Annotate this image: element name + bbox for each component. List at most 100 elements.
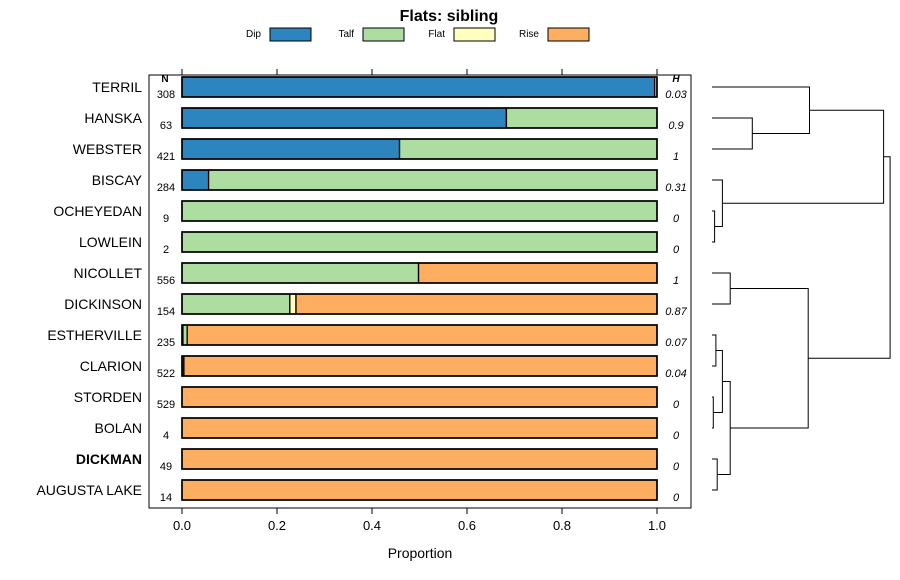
n-column-header: N bbox=[161, 74, 168, 85]
n-value: 154 bbox=[157, 306, 175, 318]
h-value: 0.07 bbox=[665, 337, 687, 349]
bar-segment bbox=[181, 76, 656, 98]
category-label: LOWLEIN bbox=[79, 234, 142, 250]
category-label: CLARION bbox=[80, 358, 142, 374]
category-label: OCHEYEDAN bbox=[53, 203, 142, 219]
legend-swatch bbox=[453, 27, 496, 42]
h-column-header: H bbox=[672, 74, 680, 85]
bar-outline bbox=[181, 293, 658, 315]
category-label: BOLAN bbox=[95, 420, 142, 436]
category-label: HANSKA bbox=[84, 110, 142, 126]
bar-outline bbox=[181, 169, 658, 191]
x-tick-label: 0.8 bbox=[553, 518, 571, 533]
bar-segment bbox=[398, 138, 658, 160]
dendrogram-link bbox=[717, 381, 731, 475]
x-axis: 0.0 0.2 0.4 0.6 0.8 1.0 bbox=[173, 69, 666, 533]
category-label: ESTHERVILLE bbox=[47, 327, 142, 343]
n-value: 14 bbox=[160, 492, 172, 504]
legend-swatch bbox=[362, 27, 405, 42]
legend-label: Talf bbox=[338, 29, 354, 40]
n-value: 308 bbox=[157, 89, 175, 101]
dendrogram-link bbox=[712, 458, 718, 491]
bar-outline bbox=[181, 231, 658, 253]
bar-segment bbox=[289, 293, 297, 315]
category-label: DICKMAN bbox=[76, 451, 142, 467]
bar-segment bbox=[505, 107, 658, 129]
n-value: 63 bbox=[160, 120, 172, 132]
bar-outline bbox=[181, 386, 658, 408]
h-value: 0.04 bbox=[665, 368, 686, 380]
category-label: AUGUSTA LAKE bbox=[36, 482, 142, 498]
bar-outline bbox=[181, 355, 658, 377]
category-label: WEBSTER bbox=[73, 141, 142, 157]
bar-outline bbox=[181, 324, 658, 346]
bar-segment bbox=[181, 200, 658, 222]
h-value: 1 bbox=[673, 275, 679, 287]
dendrogram-link bbox=[730, 288, 809, 429]
bar-segment bbox=[183, 355, 658, 377]
bar-segment bbox=[181, 386, 658, 408]
n-value: 235 bbox=[157, 337, 175, 349]
n-value: 529 bbox=[157, 399, 175, 411]
bar-outline bbox=[181, 417, 658, 439]
bar-segment bbox=[181, 107, 508, 129]
bar-outline bbox=[181, 479, 658, 501]
category-label: NICOLLET bbox=[74, 265, 143, 281]
bar-segment bbox=[181, 138, 401, 160]
legend-swatch bbox=[547, 27, 590, 42]
n-value: 49 bbox=[160, 461, 172, 473]
x-tick-label: 0.2 bbox=[268, 518, 286, 533]
legend: Dip Talf Flat Rise bbox=[246, 27, 590, 42]
dendrogram-link bbox=[808, 156, 891, 359]
dendrogram-link bbox=[712, 86, 810, 134]
dendrogram-link bbox=[712, 334, 717, 367]
bar-segment bbox=[181, 479, 658, 501]
dendrogram-link bbox=[713, 350, 723, 413]
n-value: 2 bbox=[163, 244, 169, 256]
dendrogram-link bbox=[712, 272, 731, 305]
h-value: 0 bbox=[673, 492, 680, 504]
h-value: 0 bbox=[673, 244, 680, 256]
h-value: 0 bbox=[673, 399, 680, 411]
h-value: 0.87 bbox=[665, 306, 687, 318]
plot-frame bbox=[148, 74, 692, 509]
bar-outline bbox=[181, 200, 658, 222]
n-value: 421 bbox=[157, 151, 175, 163]
category-label: TERRIL bbox=[92, 79, 142, 95]
bar-segment bbox=[295, 293, 658, 315]
bar-segment bbox=[207, 169, 658, 191]
category-label: BISCAY bbox=[92, 172, 143, 188]
bar-segment bbox=[186, 324, 658, 346]
h-value: 1 bbox=[673, 151, 679, 163]
dendrogram bbox=[712, 86, 891, 491]
dendrogram-link bbox=[712, 210, 716, 243]
legend-label: Dip bbox=[246, 29, 261, 40]
bar-segment bbox=[181, 293, 291, 315]
dendrogram-link bbox=[712, 396, 714, 429]
bar-outline bbox=[181, 448, 658, 470]
dendrogram-link bbox=[712, 179, 723, 227]
bar-segment bbox=[181, 169, 210, 191]
category-label: STORDEN bbox=[74, 389, 142, 405]
bar-segment bbox=[181, 262, 420, 284]
x-tick-label: 0.0 bbox=[173, 518, 191, 533]
n-value: 4 bbox=[163, 430, 169, 442]
n-value: 556 bbox=[157, 275, 175, 287]
bar-outline bbox=[181, 76, 658, 98]
h-value: 0.9 bbox=[668, 120, 683, 132]
dendrogram-link bbox=[712, 117, 753, 150]
x-tick-label: 1.0 bbox=[648, 518, 666, 533]
bar-outline bbox=[181, 107, 658, 129]
h-value: 0.03 bbox=[665, 89, 687, 101]
x-tick-label: 0.4 bbox=[363, 518, 381, 533]
bar-segment bbox=[181, 448, 658, 470]
bar-outline bbox=[181, 262, 658, 284]
x-tick-label: 0.6 bbox=[458, 518, 476, 533]
x-axis-title: Proportion bbox=[388, 545, 453, 561]
bar-segment bbox=[417, 262, 658, 284]
h-value: 0.31 bbox=[665, 182, 686, 194]
n-value: 9 bbox=[163, 213, 169, 225]
bar-outline bbox=[181, 138, 658, 160]
